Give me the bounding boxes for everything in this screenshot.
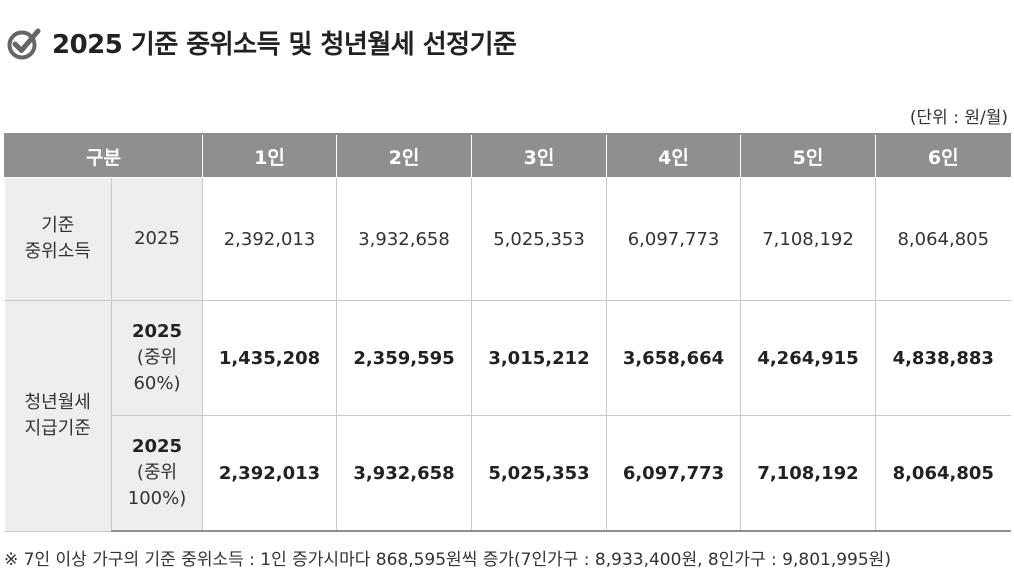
table-cell: 3,015,212 (471, 300, 607, 416)
table-cell: 3,932,658 (336, 415, 472, 532)
page-title: 2025 기준 중위소득 및 청년월세 선정기준 (52, 30, 517, 60)
table-cell: 4,838,883 (875, 300, 1011, 416)
header-category: 구분 (4, 133, 203, 178)
row-sub-60: 2025 (중위 60%) (111, 300, 203, 416)
table-cell: 8,064,805 (875, 415, 1011, 532)
unit-label: (단위 : 원/월) (909, 108, 1008, 128)
sub-year: 2025 (131, 435, 183, 457)
table-cell: 7,108,192 (740, 177, 876, 301)
row-sub-100: 2025 (중위 100%) (111, 415, 203, 532)
table-cell: 3,658,664 (606, 300, 741, 416)
row-category-rent: 청년월세 지급기준 (4, 300, 112, 532)
table-cell: 2,359,595 (336, 300, 472, 416)
sub-desc: (중위 100%) (127, 461, 187, 510)
table-cell: 4,264,915 (740, 300, 876, 416)
title-bar: 2025 기준 중위소득 및 청년월세 선정기준 (6, 24, 517, 61)
table-row: 기준 중위소득 2025 2,392,013 3,932,658 5,025,3… (4, 177, 1011, 301)
table-cell: 1,435,208 (202, 300, 337, 416)
sub-desc: (중위 60%) (133, 346, 181, 395)
header-col: 5인 (740, 133, 876, 178)
header-col: 6인 (875, 133, 1011, 178)
header-col: 2인 (336, 133, 472, 178)
row-category-median: 기준 중위소득 (4, 177, 112, 301)
table-cell: 3,932,658 (336, 177, 472, 301)
footnote: ※ 7인 이상 가구의 기준 중위소득 : 1인 증가시마다 868,595원씩… (4, 550, 891, 570)
table-cell: 6,097,773 (606, 415, 741, 532)
table-cell: 5,025,353 (471, 415, 607, 532)
table-cell: 2,392,013 (202, 415, 337, 532)
table-row: 청년월세 지급기준 2025 (중위 60%) 1,435,208 2,359,… (4, 300, 1011, 532)
table-row: 2025 (중위 100%) 2,392,013 3,932,658 5,025… (5, 415, 1011, 532)
table-cell: 6,097,773 (606, 177, 741, 301)
table-cell: 8,064,805 (875, 177, 1011, 301)
header-col: 4인 (606, 133, 741, 178)
check-circle-icon (7, 28, 41, 59)
header-row: 구분 1인 2인 3인 4인 5인 6인 (4, 133, 1011, 178)
table-cell: 7,108,192 (740, 415, 876, 532)
table-cell: 2,392,013 (202, 177, 337, 301)
row-sub-year: 2025 (111, 177, 203, 301)
header-col: 3인 (471, 133, 607, 178)
sub-year: 2025 (131, 320, 183, 342)
table-cell: 5,025,353 (471, 177, 607, 301)
income-table: 구분 1인 2인 3인 4인 5인 6인 기준 중위소득 2025 2,392,… (4, 133, 1011, 532)
header-col: 1인 (202, 133, 337, 178)
